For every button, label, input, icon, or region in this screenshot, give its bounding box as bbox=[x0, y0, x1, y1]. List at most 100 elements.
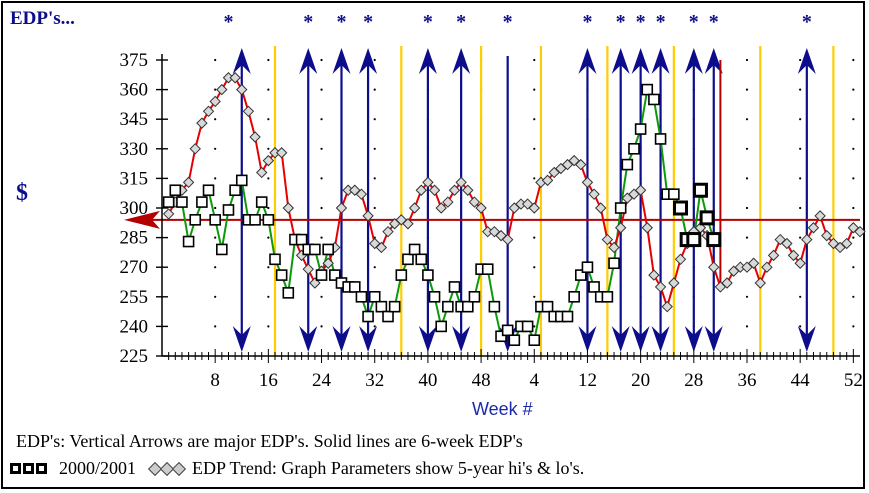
current-year-square-marker bbox=[182, 235, 195, 248]
trend-diamond-marker bbox=[242, 105, 255, 118]
grid-dot bbox=[320, 206, 323, 210]
grid-dot bbox=[320, 177, 323, 180]
current-year-square-marker bbox=[528, 334, 541, 347]
current-year-square-marker bbox=[461, 300, 474, 313]
trend-diamond-marker bbox=[475, 202, 487, 214]
arrow-head-up bbox=[452, 48, 471, 74]
trend-diamond-marker bbox=[256, 166, 268, 179]
current-year-square-marker bbox=[362, 310, 374, 323]
grid-dot bbox=[320, 236, 323, 239]
series-edp-trend-line bbox=[167, 76, 861, 311]
grid-dot bbox=[214, 236, 217, 239]
current-year-square-marker bbox=[588, 281, 600, 293]
arrow-head-down bbox=[611, 326, 630, 352]
arrow-head-down bbox=[797, 326, 816, 352]
trend-diamond-marker bbox=[501, 233, 514, 246]
current-year-square-marker bbox=[269, 253, 281, 266]
trend-diamond-marker bbox=[229, 72, 241, 84]
grid-dot bbox=[320, 295, 323, 298]
current-year-square-marker bbox=[176, 196, 188, 208]
star-marker: * bbox=[363, 11, 373, 33]
trend-diamond-marker bbox=[601, 233, 614, 246]
current-year-square-marker bbox=[189, 214, 202, 226]
trend-diamond-marker bbox=[674, 253, 687, 266]
star-marker: * bbox=[689, 11, 699, 33]
trend-diamond-marker bbox=[236, 83, 248, 96]
trend-diamond-marker bbox=[595, 202, 607, 214]
arrow-head-down bbox=[631, 326, 650, 352]
grid-dot bbox=[214, 58, 217, 62]
grid-dot bbox=[799, 177, 802, 180]
trend-diamond-marker bbox=[708, 261, 720, 273]
grid-dot bbox=[533, 147, 536, 150]
grid-dot bbox=[267, 147, 270, 150]
arrow-head-down bbox=[651, 326, 670, 352]
grid-dot bbox=[799, 147, 802, 150]
grid-dot bbox=[373, 147, 376, 150]
star-marker: * bbox=[223, 11, 233, 33]
grid-dot bbox=[799, 118, 802, 121]
current-year-square-marker bbox=[481, 263, 494, 275]
trend-diamond-marker bbox=[249, 131, 261, 143]
current-year-square-marker bbox=[322, 243, 334, 256]
current-year-square-marker bbox=[621, 158, 634, 171]
arrow-head-up bbox=[651, 48, 670, 74]
grid-dot bbox=[267, 88, 270, 91]
current-year-square-marker bbox=[415, 253, 428, 266]
current-year-square-marker bbox=[382, 310, 394, 323]
trend-diamond-marker bbox=[495, 229, 507, 242]
grid-dot bbox=[267, 236, 270, 239]
arrow-head-down bbox=[359, 326, 378, 352]
x-tick-label: 28 bbox=[684, 370, 703, 391]
current-year-square-marker bbox=[315, 269, 328, 281]
grid-dot bbox=[852, 177, 855, 180]
grid-dot bbox=[852, 206, 855, 210]
trend-diamond-marker bbox=[747, 257, 760, 269]
grid-dot bbox=[214, 118, 217, 121]
current-year-square-marker bbox=[574, 269, 587, 281]
trend-diamond-marker bbox=[575, 158, 587, 171]
trend-diamond-marker bbox=[448, 184, 461, 196]
grid-dot bbox=[799, 88, 802, 91]
grid-dot bbox=[214, 88, 217, 91]
grid-dot bbox=[745, 236, 749, 239]
grid-dot bbox=[852, 58, 855, 62]
arrow-head-up bbox=[418, 48, 437, 74]
legend-square-icon bbox=[23, 463, 34, 474]
trend-diamond-marker bbox=[840, 237, 853, 250]
current-year-square-marker bbox=[275, 269, 288, 281]
current-year-square-marker bbox=[329, 269, 341, 281]
arrow-head-down bbox=[452, 326, 471, 352]
trend-diamond-marker bbox=[781, 237, 793, 250]
grid-dot bbox=[214, 177, 217, 180]
trend-diamond-marker bbox=[369, 237, 381, 250]
star-marker: * bbox=[503, 11, 513, 33]
grid-dot bbox=[799, 58, 802, 62]
trend-diamond-marker bbox=[408, 202, 421, 214]
trend-diamond-marker bbox=[189, 143, 201, 155]
current-year-square-marker bbox=[422, 269, 434, 281]
trend-diamond-marker bbox=[528, 202, 540, 214]
trend-diamond-marker bbox=[262, 154, 275, 167]
trend-diamond-marker bbox=[634, 184, 647, 196]
grid-dot bbox=[320, 118, 323, 121]
legend-square-icon bbox=[36, 463, 47, 474]
y-tick-label: 285 bbox=[120, 228, 149, 249]
current-year-square-marker bbox=[706, 232, 722, 248]
current-year-square-marker bbox=[495, 330, 507, 343]
grid-dot bbox=[533, 58, 536, 62]
current-year-square-marker bbox=[249, 214, 261, 226]
current-year-square-marker bbox=[448, 281, 461, 293]
arrow-head-up bbox=[797, 48, 816, 74]
y-tick-label: 225 bbox=[120, 346, 149, 367]
star-marker: * bbox=[616, 11, 626, 33]
x-tick-label: 12 bbox=[578, 370, 597, 391]
grid-dot bbox=[214, 266, 217, 269]
trend-diamond-marker bbox=[435, 202, 447, 214]
trend-diamond-marker bbox=[375, 241, 388, 254]
grid-dot bbox=[852, 88, 855, 91]
star-marker: * bbox=[636, 11, 646, 33]
grid-dot bbox=[852, 147, 855, 150]
trend-diamond-marker bbox=[661, 300, 673, 313]
trend-diamond-marker bbox=[455, 176, 467, 189]
